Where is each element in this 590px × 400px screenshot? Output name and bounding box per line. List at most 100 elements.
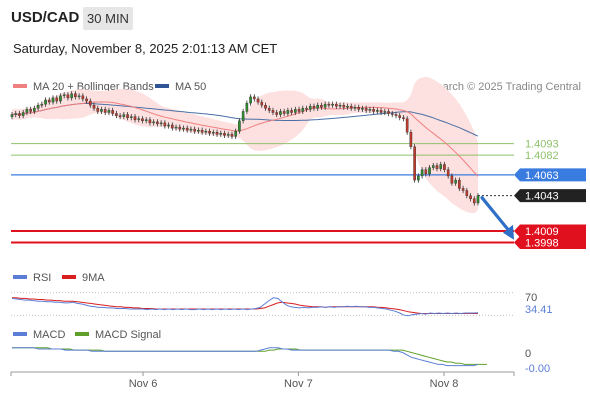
candle — [96, 108, 100, 112]
candle — [25, 109, 29, 113]
candle — [197, 129, 200, 132]
candle — [286, 110, 290, 114]
legend-macd-signal-swatch — [75, 332, 89, 336]
candle — [204, 130, 208, 133]
rsi-tick-70: 70 — [525, 292, 537, 304]
candle — [301, 108, 305, 112]
candle — [14, 113, 18, 115]
candle — [465, 190, 469, 196]
candle — [141, 118, 144, 122]
candle — [279, 111, 282, 115]
macd-tick-0: 0 — [525, 348, 531, 360]
candle — [208, 130, 211, 134]
candle — [353, 107, 357, 109]
candle — [178, 126, 182, 130]
candle — [170, 124, 174, 129]
candle — [260, 101, 264, 106]
legend-macd-swatch — [13, 332, 27, 336]
candle — [148, 119, 152, 124]
legend-rsi-swatch — [13, 275, 27, 279]
candle — [126, 114, 129, 118]
candle — [346, 106, 349, 108]
candle — [107, 110, 111, 113]
macd-last-value: -0.00 — [525, 363, 550, 375]
candle — [18, 113, 21, 116]
candle — [215, 132, 219, 135]
candle — [282, 111, 286, 114]
candle — [223, 133, 226, 136]
candle — [167, 124, 170, 127]
candle — [118, 115, 122, 117]
candle — [335, 103, 338, 107]
candle — [275, 112, 278, 115]
candle — [115, 113, 118, 116]
candle — [182, 127, 185, 130]
candle — [152, 121, 155, 124]
candle — [40, 103, 44, 106]
candle — [417, 175, 420, 181]
rsi-panel — [11, 292, 514, 317]
forecast-arrow-head — [503, 224, 514, 240]
candle — [383, 111, 387, 113]
candle — [476, 195, 480, 204]
candle — [398, 115, 402, 118]
level-label-1.4009: 1.4009 — [525, 226, 559, 238]
timeframe-button[interactable]: 30 MIN — [83, 7, 133, 30]
candle — [21, 112, 25, 116]
candle — [234, 130, 237, 137]
candle — [253, 96, 256, 100]
time-tick-label: Nov 7 — [284, 378, 313, 390]
legend-rsi-label: RSI — [33, 272, 51, 284]
candle — [305, 108, 308, 110]
candle — [77, 95, 81, 98]
candle — [361, 108, 364, 110]
candle — [368, 109, 372, 111]
candle — [331, 103, 334, 106]
candle — [70, 93, 73, 99]
candle — [394, 114, 398, 116]
candle — [185, 127, 189, 131]
rsi-line — [11, 297, 479, 317]
candle — [297, 109, 301, 112]
candle — [454, 179, 457, 184]
macd-line — [12, 347, 479, 367]
candle — [66, 94, 70, 99]
candle — [144, 119, 148, 122]
level-tag-1.4043 — [514, 189, 586, 203]
candle — [174, 126, 178, 129]
level-label-1.4063: 1.4063 — [525, 170, 559, 182]
candle — [111, 110, 114, 114]
candle — [450, 175, 454, 184]
candle — [290, 110, 293, 113]
candle — [156, 121, 159, 125]
time-tick-label: Nov 8 — [430, 378, 459, 390]
candle — [36, 104, 40, 109]
candle — [424, 169, 428, 175]
level-tag-1.4009 — [514, 224, 586, 238]
bollinger-band — [12, 76, 478, 214]
candle — [100, 109, 103, 112]
candle — [342, 104, 346, 108]
rsi-last-value: 34.41 — [525, 304, 553, 316]
candle — [226, 134, 230, 136]
candle — [271, 110, 275, 113]
candle — [312, 106, 316, 109]
candle — [320, 104, 323, 108]
candle — [461, 188, 465, 191]
candle — [413, 146, 416, 181]
candle — [59, 95, 62, 102]
level-label-1.3998: 1.3998 — [525, 237, 559, 249]
candle — [472, 198, 476, 204]
candle — [29, 109, 32, 112]
candle — [230, 134, 234, 137]
candle — [443, 164, 446, 170]
candle — [129, 116, 133, 118]
macd-panel — [12, 347, 487, 367]
candle — [402, 117, 405, 119]
candle — [294, 109, 297, 113]
candle — [469, 195, 472, 199]
candle — [245, 102, 249, 112]
candle — [241, 111, 245, 122]
chart-datetime: Saturday, November 8, 2025 2:01:13 AM CE… — [13, 41, 278, 56]
legend-ma50-label: MA 50 — [175, 81, 206, 93]
